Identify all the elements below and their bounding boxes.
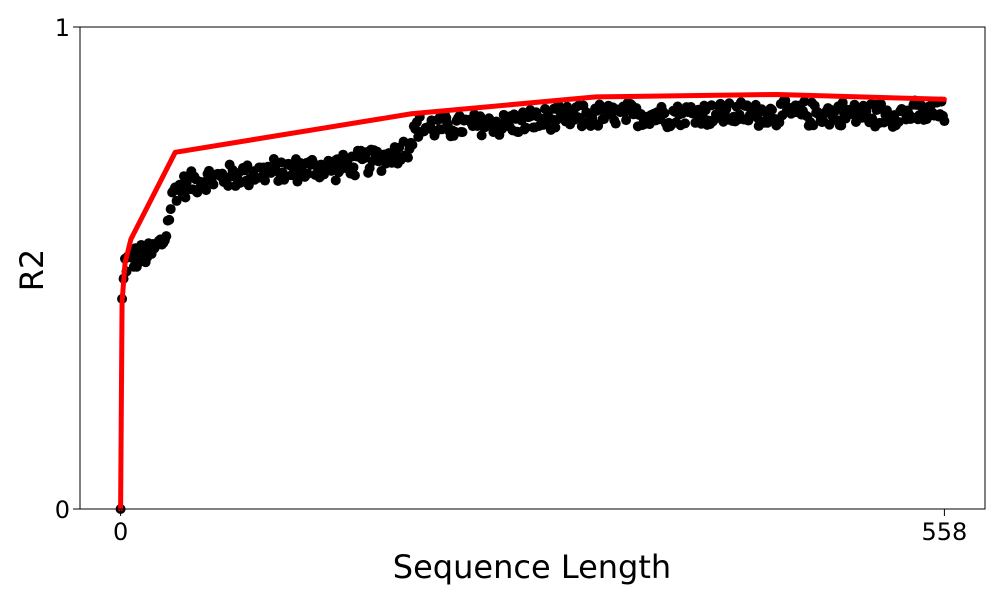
scatter-point bbox=[165, 204, 176, 215]
scatter-point bbox=[171, 195, 182, 206]
scatter-point bbox=[550, 122, 561, 133]
scatter-point bbox=[201, 185, 212, 196]
scatter-point bbox=[302, 168, 313, 179]
scatter-point bbox=[475, 111, 486, 122]
fit-line bbox=[118, 91, 947, 512]
scatter-point bbox=[659, 108, 670, 119]
scatter-point bbox=[520, 122, 531, 133]
scatter-point bbox=[164, 214, 175, 225]
x-tick-label: 558 bbox=[921, 518, 967, 546]
scatter-point bbox=[476, 130, 487, 141]
scatter-point bbox=[407, 139, 418, 150]
scatter-point bbox=[348, 162, 359, 173]
scatter-point bbox=[376, 166, 387, 177]
scatter-point bbox=[621, 115, 632, 126]
scatter-point bbox=[824, 119, 835, 130]
scatter-point bbox=[223, 180, 234, 191]
scatter-point bbox=[398, 136, 409, 147]
x-axis-label: Sequence Length bbox=[393, 548, 671, 586]
scatter-point bbox=[330, 175, 341, 186]
y-axis: 01 bbox=[55, 14, 80, 524]
scatter-point bbox=[706, 100, 717, 111]
y-axis-label: R2 bbox=[13, 249, 51, 292]
scatter-point bbox=[808, 120, 819, 131]
scatter-point bbox=[837, 97, 848, 108]
scatter-point bbox=[610, 118, 621, 129]
scatter-point bbox=[208, 179, 219, 190]
x-tick-label: 0 bbox=[113, 518, 128, 546]
y-tick-label: 0 bbox=[55, 496, 70, 524]
scatter-point bbox=[260, 175, 271, 186]
scatter-point bbox=[939, 116, 950, 127]
scatter-point bbox=[349, 170, 360, 181]
scatter-point bbox=[180, 192, 191, 203]
scatter-point bbox=[680, 118, 691, 129]
plot-frame bbox=[79, 26, 986, 510]
scatter-point bbox=[849, 99, 860, 110]
scatter-points bbox=[115, 95, 950, 514]
y-tick-label: 1 bbox=[55, 14, 70, 42]
scatter-point bbox=[161, 231, 172, 242]
scatter-point bbox=[457, 127, 468, 138]
scatter-point bbox=[766, 104, 777, 115]
scatter-point bbox=[867, 113, 878, 124]
x-axis: 0 558 bbox=[113, 509, 967, 546]
scatter-point bbox=[799, 96, 810, 107]
scatter-point bbox=[402, 152, 413, 163]
